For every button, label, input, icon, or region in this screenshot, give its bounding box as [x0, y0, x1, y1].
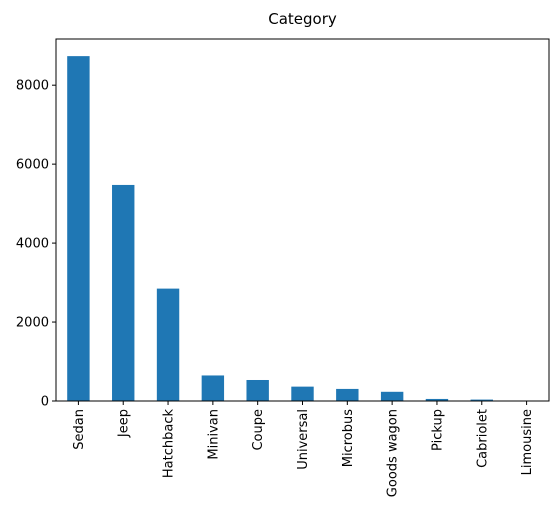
bar-microbus [336, 388, 359, 401]
bar-cabriolet [470, 399, 493, 401]
y-tick-label: 2000 [16, 316, 49, 331]
bar-universal [291, 386, 314, 401]
x-tick-label: Universal [296, 409, 311, 470]
y-tick-label: 6000 [16, 158, 49, 173]
x-tick-label: Pickup [430, 409, 445, 451]
y-axis: 0 2000 4000 6000 8000 [16, 79, 56, 410]
bar-minivan [201, 375, 225, 401]
y-tick-label: 8000 [16, 79, 49, 94]
x-tick-label: Limousine [520, 409, 535, 475]
x-tick-label: Coupe [251, 409, 266, 451]
x-tick-label: Minivan [206, 409, 221, 460]
bar-sedan [67, 56, 90, 402]
x-tick-label: Microbus [341, 409, 356, 467]
x-tick-label: Sedan [72, 409, 87, 450]
bar-goods-wagon [380, 391, 404, 401]
chart-title: Category [268, 10, 337, 28]
bars [67, 56, 538, 402]
y-tick-label: 0 [41, 395, 49, 410]
bar-hatchback [156, 288, 180, 401]
x-tick-label: Cabriolet [475, 409, 490, 468]
y-tick-label: 4000 [16, 237, 49, 252]
x-axis: Sedan Jeep Hatchback Minivan Coupe Universal M… [72, 401, 535, 497]
x-tick-label: Goods wagon [386, 409, 401, 497]
bar-pickup [425, 398, 449, 401]
x-tick-label: Hatchback [162, 409, 177, 479]
bar-coupe [246, 379, 269, 401]
bar-jeep [112, 184, 135, 401]
x-tick-label: Jeep [117, 409, 132, 438]
plot-frame [55, 38, 550, 402]
